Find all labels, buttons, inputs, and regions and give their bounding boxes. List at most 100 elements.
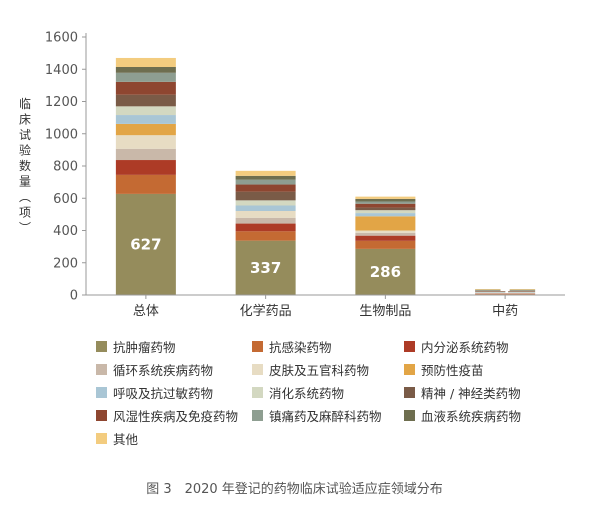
bar-segment bbox=[235, 217, 296, 224]
legend-item: 预防性疫苗 bbox=[404, 361, 564, 378]
y-axis-label-char: 床 bbox=[19, 113, 31, 127]
legend-item: 镇痛药及麻醉科药物 bbox=[252, 407, 400, 424]
y-axis: 0 200 400 600 800 1000 1200 1400 1600 bbox=[45, 31, 87, 304]
legend-item: 血液系统疾病药物 bbox=[404, 407, 564, 424]
y-axis-label-char: 项 bbox=[19, 206, 31, 220]
legend-label: 精神 / 神经类药物 bbox=[421, 386, 521, 401]
data-label: 337 bbox=[250, 259, 281, 277]
legend-label: 内分泌系统药物 bbox=[421, 340, 509, 355]
legend-swatch bbox=[252, 341, 263, 352]
bars: 627 337 286 4 bbox=[115, 57, 536, 297]
bar-segment bbox=[355, 196, 416, 199]
bar-segment bbox=[355, 201, 416, 204]
legend-swatch bbox=[404, 410, 415, 421]
bar-segment bbox=[355, 216, 416, 231]
legend-item: 皮肤及五官科药物 bbox=[252, 361, 400, 378]
bar-segment bbox=[115, 57, 176, 67]
y-tick-label: 400 bbox=[53, 224, 78, 239]
x-category-label: 生物制品 bbox=[359, 304, 411, 319]
y-axis-label-char: 临 bbox=[19, 97, 31, 111]
legend-swatch bbox=[404, 364, 415, 375]
legend-label: 消化系统药物 bbox=[269, 386, 345, 401]
y-axis-label-char: ︶ bbox=[19, 221, 31, 235]
legend-item: 风湿性疾病及免疫药物 bbox=[96, 407, 248, 424]
y-tick-label: 1400 bbox=[45, 63, 78, 78]
data-label: 4 bbox=[500, 279, 510, 297]
bar-segment bbox=[115, 123, 176, 136]
bar-segment bbox=[115, 148, 176, 161]
bar-segment bbox=[475, 289, 536, 291]
legend-label: 风湿性疾病及免疫药物 bbox=[113, 409, 239, 424]
legend-swatch bbox=[252, 364, 263, 375]
legend-label: 循环系统疾病药物 bbox=[113, 363, 214, 378]
bar-segment bbox=[235, 210, 296, 218]
y-tick-label: 600 bbox=[53, 192, 78, 207]
bar-segment bbox=[235, 223, 296, 232]
legend-swatch bbox=[96, 410, 107, 421]
bar-segment bbox=[115, 66, 176, 73]
legend-swatch bbox=[96, 387, 107, 398]
x-category-label: 化学药品 bbox=[240, 303, 292, 319]
y-tick-label: 800 bbox=[53, 160, 78, 175]
bar-segment bbox=[115, 81, 176, 95]
y-tick-label: 1000 bbox=[45, 127, 78, 142]
data-label: 627 bbox=[130, 235, 161, 253]
data-label: 286 bbox=[370, 263, 401, 281]
legend-item: 内分泌系统药物 bbox=[404, 338, 564, 355]
bar-segment bbox=[235, 170, 296, 176]
figure-caption: 图 3 2020 年登记的药物临床试验适应症领域分布 bbox=[146, 482, 443, 497]
legend-label: 其他 bbox=[113, 432, 139, 447]
bar-segment bbox=[355, 248, 416, 295]
bar-segment bbox=[115, 160, 176, 175]
legend-item: 循环系统疾病药物 bbox=[96, 361, 248, 378]
x-category-label: 中药 bbox=[492, 304, 518, 319]
x-category-label: 总体 bbox=[133, 304, 159, 319]
legend-label: 血液系统疾病药物 bbox=[421, 409, 522, 424]
y-axis-label-char: 试 bbox=[19, 127, 31, 142]
legend-swatch bbox=[252, 387, 263, 398]
bar-segment bbox=[115, 72, 176, 82]
legend-swatch bbox=[96, 364, 107, 375]
bar-segment bbox=[355, 207, 416, 211]
legend-swatch bbox=[96, 433, 107, 444]
bar-segment bbox=[115, 135, 176, 149]
legend-label: 皮肤及五官科药物 bbox=[269, 363, 370, 378]
bar-segment bbox=[355, 210, 416, 214]
legend-label: 抗肿瘤药物 bbox=[113, 340, 176, 355]
bar-segment bbox=[355, 198, 416, 202]
legend-item: 抗感染药物 bbox=[252, 338, 400, 355]
bar-segment bbox=[355, 230, 416, 233]
legend-label: 预防性疫苗 bbox=[421, 363, 484, 378]
legend-item: 呼吸及抗过敏药物 bbox=[96, 384, 248, 401]
bar-segment bbox=[115, 94, 176, 107]
y-axis-label-char: ︵ bbox=[19, 190, 31, 204]
legend-label: 呼吸及抗过敏药物 bbox=[113, 386, 214, 401]
y-tick-label: 200 bbox=[53, 256, 78, 271]
bar-segment bbox=[355, 232, 416, 236]
bar-segment bbox=[115, 193, 176, 295]
legend-swatch bbox=[252, 410, 263, 421]
legend-label: 镇痛药及麻醉科药物 bbox=[269, 409, 382, 424]
bar-segment bbox=[115, 115, 176, 124]
bar-segment bbox=[115, 106, 176, 116]
bar-segment bbox=[235, 240, 296, 295]
bar-segment bbox=[235, 184, 296, 192]
legend-label: 抗感染药物 bbox=[269, 340, 332, 355]
bar-segment bbox=[355, 203, 416, 208]
legend: 抗肿瘤药物 抗感染药物 内分泌系统药物循环系统疾病药物 皮肤及五官科药物 预防性疫苗呼吸… bbox=[96, 338, 566, 447]
y-axis-label-char: 验 bbox=[19, 143, 31, 158]
y-tick-label: 1600 bbox=[45, 31, 78, 46]
y-tick-label: 1200 bbox=[45, 95, 78, 110]
bar-segment bbox=[235, 179, 296, 185]
legend-item: 其他 bbox=[96, 430, 248, 447]
y-axis-label-char: 数 bbox=[19, 158, 31, 173]
y-tick-label: 0 bbox=[70, 289, 78, 304]
bar-segment bbox=[355, 235, 416, 241]
bar-segment bbox=[355, 213, 416, 217]
legend-swatch bbox=[404, 341, 415, 352]
legend-swatch bbox=[96, 341, 107, 352]
legend-item: 消化系统药物 bbox=[252, 384, 400, 401]
legend-item: 精神 / 神经类药物 bbox=[404, 384, 564, 401]
